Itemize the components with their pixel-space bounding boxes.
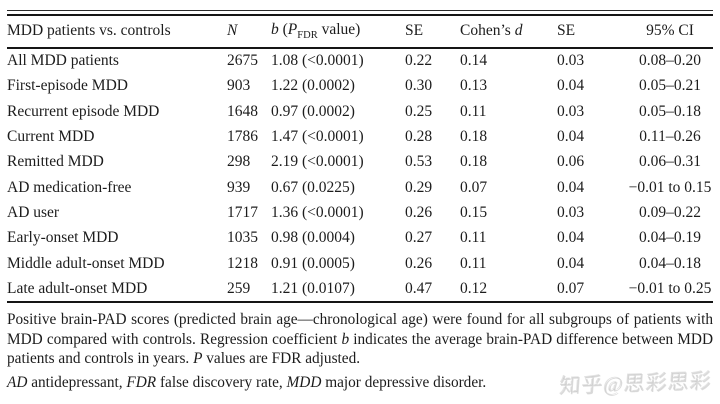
table-row: Current MDD 1786 1.47 (<0.0001) 0.28 0.1… bbox=[7, 124, 713, 149]
cell-b-pfdr: 1.22 (0.0002) bbox=[271, 77, 355, 95]
cell-n: 1648 bbox=[227, 102, 258, 120]
cell-subgroup: All MDD patients bbox=[7, 52, 119, 70]
cell-subgroup: AD medication-free bbox=[7, 178, 132, 196]
cell-ci: 0.06–0.31 bbox=[639, 153, 701, 171]
cell-b-pfdr: 0.98 (0.0004) bbox=[271, 229, 355, 247]
cell-cohens-d: 0.11 bbox=[460, 254, 487, 272]
cell-se-d: 0.04 bbox=[557, 178, 585, 196]
column-header-ci: 95% CI bbox=[627, 15, 713, 49]
column-header-b-pfdr: b (PFDR value) bbox=[271, 15, 405, 49]
cell-b-pfdr: 0.91 (0.0005) bbox=[271, 254, 355, 272]
cell-subgroup: AD user bbox=[7, 203, 60, 221]
top-rule-thin bbox=[7, 10, 713, 11]
cell-cohens-d: 0.13 bbox=[460, 77, 488, 95]
cell-se-b: 0.53 bbox=[405, 153, 433, 171]
cell-ci: 0.05–0.21 bbox=[639, 77, 701, 95]
table-row: Middle adult-onset MDD 1218 0.91 (0.0005… bbox=[7, 251, 713, 276]
cell-subgroup: Middle adult-onset MDD bbox=[7, 254, 165, 272]
table-row: Remitted MDD 298 2.19 (<0.0001) 0.53 0.1… bbox=[7, 150, 713, 175]
table-row: All MDD patients 2675 1.08 (<0.0001) 0.2… bbox=[7, 48, 713, 74]
mdd-subgroups-table: MDD patients vs. controls N b (PFDR valu… bbox=[7, 15, 713, 304]
cell-se-d: 0.03 bbox=[557, 102, 585, 120]
column-header-se-d: SE bbox=[557, 15, 627, 49]
cell-subgroup: Remitted MDD bbox=[7, 153, 104, 171]
column-header-cohens-d: Cohen’s d bbox=[460, 15, 557, 49]
cell-se-b: 0.25 bbox=[405, 102, 433, 120]
cell-cohens-d: 0.14 bbox=[460, 52, 488, 70]
cell-ci: 0.04–0.18 bbox=[639, 254, 701, 272]
table-row: Early-onset MDD 1035 0.98 (0.0004) 0.27 … bbox=[7, 226, 713, 251]
cell-n: 939 bbox=[227, 178, 251, 196]
cell-ci: 0.11–0.26 bbox=[639, 128, 701, 146]
table-row: Recurrent episode MDD 1648 0.97 (0.0002)… bbox=[7, 99, 713, 124]
cell-n: 1218 bbox=[227, 254, 258, 272]
cell-se-b: 0.29 bbox=[405, 178, 433, 196]
cell-ci: 0.08–0.20 bbox=[639, 52, 701, 70]
table-body: All MDD patients 2675 1.08 (<0.0001) 0.2… bbox=[7, 48, 713, 303]
cell-se-b: 0.27 bbox=[405, 229, 433, 247]
cell-ci: −0.01 to 0.15 bbox=[628, 178, 712, 196]
cell-ci: 0.09–0.22 bbox=[639, 203, 701, 221]
column-header-n: N bbox=[227, 15, 271, 49]
table-row: AD user 1717 1.36 (<0.0001) 0.26 0.15 0.… bbox=[7, 200, 713, 225]
cell-se-b: 0.22 bbox=[405, 52, 433, 70]
abbreviation-note: AD antidepressant, FDR false discovery r… bbox=[7, 373, 487, 391]
cell-b-pfdr: 0.97 (0.0002) bbox=[271, 102, 355, 120]
cell-cohens-d: 0.07 bbox=[460, 178, 488, 196]
table-row: AD medication-free 939 0.67 (0.0225) 0.2… bbox=[7, 175, 713, 200]
column-header-subgroup: MDD patients vs. controls bbox=[7, 15, 227, 49]
cell-se-d: 0.04 bbox=[557, 128, 585, 146]
cell-se-d: 0.07 bbox=[557, 279, 585, 297]
cell-n: 259 bbox=[227, 279, 251, 297]
cell-n: 2675 bbox=[227, 52, 258, 70]
cell-n: 1035 bbox=[227, 229, 258, 247]
cell-n: 1717 bbox=[227, 203, 258, 221]
table-row: Late adult-onset MDD 259 1.21 (0.0107) 0… bbox=[7, 276, 713, 302]
cell-subgroup: First-episode MDD bbox=[7, 77, 128, 95]
cell-n: 1786 bbox=[227, 128, 258, 146]
table-row: First-episode MDD 903 1.22 (0.0002) 0.30… bbox=[7, 74, 713, 99]
table-footnote: Positive brain-PAD scores (predicted bra… bbox=[7, 311, 713, 368]
cell-subgroup: Current MDD bbox=[7, 128, 95, 146]
cell-se-d: 0.06 bbox=[557, 153, 585, 171]
cell-se-b: 0.26 bbox=[405, 254, 433, 272]
cell-cohens-d: 0.11 bbox=[460, 102, 487, 120]
cell-cohens-d: 0.15 bbox=[460, 203, 488, 221]
cell-ci: 0.05–0.18 bbox=[639, 102, 701, 120]
cell-b-pfdr: 1.36 (<0.0001) bbox=[271, 203, 364, 221]
column-header-se-b: SE bbox=[405, 15, 460, 49]
cell-se-d: 0.03 bbox=[557, 52, 585, 70]
cell-se-d: 0.04 bbox=[557, 254, 585, 272]
cell-ci: 0.04–0.19 bbox=[639, 229, 701, 247]
cell-b-pfdr: 0.67 (0.0225) bbox=[271, 178, 355, 196]
cell-se-b: 0.26 bbox=[405, 203, 433, 221]
cell-subgroup: Late adult-onset MDD bbox=[7, 279, 148, 297]
table-header-row: MDD patients vs. controls N b (PFDR valu… bbox=[7, 15, 713, 49]
cell-subgroup: Recurrent episode MDD bbox=[7, 102, 160, 120]
cell-cohens-d: 0.18 bbox=[460, 153, 488, 171]
cell-n: 298 bbox=[227, 153, 251, 171]
cell-se-d: 0.04 bbox=[557, 77, 585, 95]
cell-cohens-d: 0.18 bbox=[460, 128, 488, 146]
cell-subgroup: Early-onset MDD bbox=[7, 229, 119, 247]
top-rule-thick bbox=[7, 13, 713, 16]
cell-se-b: 0.30 bbox=[405, 77, 433, 95]
cell-ci: −0.01 to 0.25 bbox=[628, 279, 712, 297]
cell-b-pfdr: 1.47 (<0.0001) bbox=[271, 128, 364, 146]
cell-b-pfdr: 2.19 (<0.0001) bbox=[271, 153, 364, 171]
cell-se-b: 0.28 bbox=[405, 128, 433, 146]
cell-se-d: 0.03 bbox=[557, 203, 585, 221]
cell-se-d: 0.04 bbox=[557, 229, 585, 247]
cell-b-pfdr: 1.21 (0.0107) bbox=[271, 279, 355, 297]
cell-cohens-d: 0.11 bbox=[460, 229, 487, 247]
cell-b-pfdr: 1.08 (<0.0001) bbox=[271, 52, 364, 70]
cell-se-b: 0.47 bbox=[405, 279, 433, 297]
cell-cohens-d: 0.12 bbox=[460, 279, 488, 297]
cell-n: 903 bbox=[227, 77, 251, 95]
paper-table-page: MDD patients vs. controls N b (PFDR valu… bbox=[7, 10, 713, 391]
